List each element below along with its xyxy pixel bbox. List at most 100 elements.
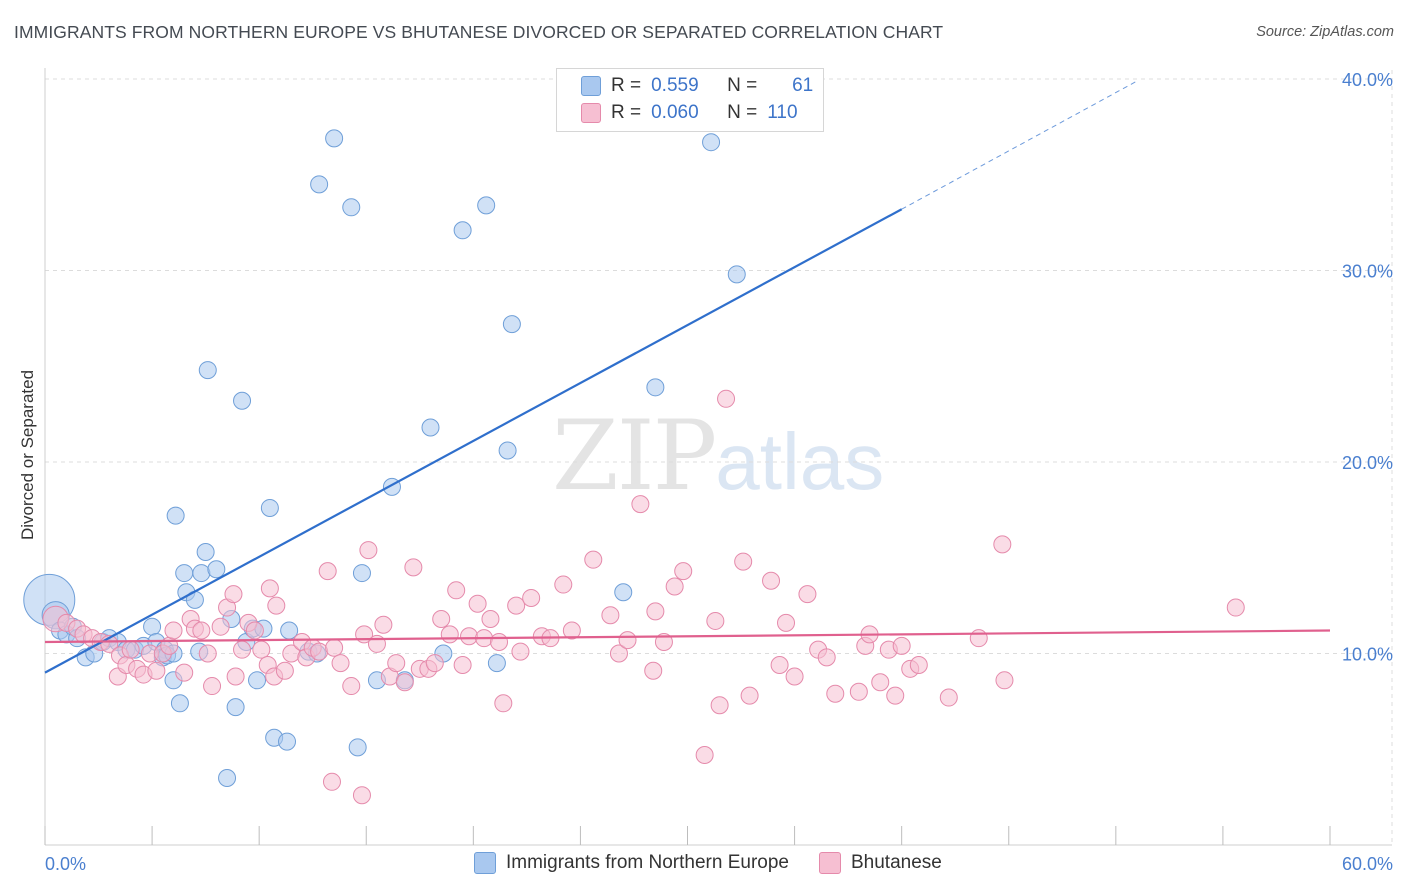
point-bhutanese — [352, 786, 371, 805]
point-bhutanese — [554, 575, 573, 594]
point-bhutanese — [494, 694, 513, 713]
point-northern-europe — [233, 391, 252, 410]
point-northern-europe — [143, 617, 162, 636]
point-bhutanese — [260, 579, 279, 598]
point-bhutanese — [609, 644, 628, 663]
point-bhutanese — [245, 621, 264, 640]
r-value: 0.559 — [651, 75, 699, 96]
point-northern-europe — [614, 583, 633, 602]
point-bhutanese — [164, 621, 183, 640]
y-tick-label: 10.0% — [1342, 645, 1393, 665]
point-northern-europe — [342, 198, 361, 217]
point-northern-europe — [727, 265, 746, 284]
point-bhutanese — [969, 629, 988, 648]
grid-layer — [45, 70, 1393, 845]
point-bhutanese — [507, 596, 526, 615]
point-bhutanese — [740, 686, 759, 705]
point-bhutanese — [252, 640, 271, 659]
point-northern-europe — [192, 564, 211, 583]
y-axis-label: Divorced or Separated — [18, 370, 37, 540]
point-bhutanese — [192, 621, 211, 640]
point-bhutanese — [785, 667, 804, 686]
point-bhutanese — [939, 688, 958, 707]
legend-item-bhutanese[interactable]: Bhutanese — [819, 852, 942, 874]
legend-swatch-bhutanese — [819, 852, 841, 874]
point-bhutanese — [909, 655, 928, 674]
point-bhutanese — [695, 745, 714, 764]
point-northern-europe — [218, 768, 237, 787]
point-bhutanese — [631, 495, 650, 514]
r-label: R = — [611, 102, 642, 123]
legend-swatch-northern-europe — [581, 76, 601, 96]
point-bhutanese — [425, 654, 444, 673]
watermark-zip: ZIP — [552, 400, 717, 512]
point-bhutanese — [121, 640, 140, 659]
point-bhutanese — [618, 631, 637, 650]
point-bhutanese — [646, 602, 665, 621]
point-bhutanese — [654, 633, 673, 652]
y-tick-label: 30.0% — [1342, 262, 1393, 282]
point-bhutanese — [374, 615, 393, 634]
point-northern-europe — [278, 732, 297, 751]
point-bhutanese — [481, 610, 500, 629]
y-tick-label: 40.0% — [1342, 70, 1393, 90]
point-bhutanese — [318, 562, 337, 581]
point-northern-europe — [207, 560, 226, 579]
point-northern-europe — [352, 564, 371, 583]
x-tick-label: 0.0% — [45, 854, 86, 874]
legend-item-northern-europe[interactable]: Immigrants from Northern Europe — [474, 852, 789, 874]
point-bhutanese — [995, 671, 1014, 690]
point-northern-europe — [310, 175, 329, 194]
point-bhutanese — [490, 633, 509, 652]
point-bhutanese — [734, 552, 753, 571]
point-bhutanese — [359, 541, 378, 560]
point-bhutanese — [447, 581, 466, 600]
point-bhutanese — [468, 594, 487, 613]
label-layer: 10.0% 20.0% 30.0% 40.0% 0.0% 60.0% Divorced or… — [18, 70, 1393, 874]
legend-label-northern-europe: Immigrants from Northern Europe — [506, 852, 789, 873]
n-label: N = — [727, 102, 758, 123]
legend-row-bhutanese: R = 0.060 N = 110 — [581, 101, 813, 125]
point-bhutanese — [762, 571, 781, 590]
point-bhutanese — [826, 684, 845, 703]
point-northern-europe — [260, 498, 279, 517]
point-bhutanese — [226, 667, 245, 686]
point-bhutanese — [817, 648, 836, 667]
point-bhutanese — [460, 627, 479, 646]
point-northern-europe — [477, 196, 496, 215]
point-northern-europe — [248, 671, 267, 690]
legend-row-northern-europe: R = 0.559 N = 61 — [581, 74, 813, 98]
point-bhutanese — [706, 611, 725, 630]
point-bhutanese — [404, 558, 423, 577]
point-northern-europe — [175, 564, 194, 583]
points-layer — [23, 129, 1245, 805]
point-bhutanese — [322, 772, 341, 791]
trend-layer — [44, 80, 1331, 674]
r-value: 0.060 — [651, 102, 699, 123]
n-label: N = — [727, 75, 758, 96]
point-northern-europe — [487, 654, 506, 673]
point-northern-europe — [166, 506, 185, 525]
point-northern-europe — [702, 133, 721, 152]
point-bhutanese — [584, 550, 603, 569]
point-bhutanese — [770, 655, 789, 674]
point-bhutanese — [395, 673, 414, 692]
point-northern-europe — [498, 441, 517, 460]
chart-title: IMMIGRANTS FROM NORTHERN EUROPE VS BHUTA… — [14, 22, 944, 42]
n-value: 110 — [767, 102, 798, 123]
axis-layer — [44, 68, 1392, 846]
point-bhutanese — [387, 654, 406, 673]
point-bhutanese — [522, 588, 541, 607]
point-bhutanese — [453, 655, 472, 674]
point-bhutanese — [267, 596, 286, 615]
r-label: R = — [611, 75, 642, 96]
point-northern-europe — [170, 694, 189, 713]
point-northern-europe — [348, 738, 367, 757]
correlation-legend: R = 0.559 N = 61 R = 0.060 N = 110 — [556, 68, 824, 132]
point-bhutanese — [562, 621, 581, 640]
point-bhutanese — [993, 535, 1012, 554]
source-label: Source: ZipAtlas.com — [1256, 24, 1394, 40]
trend-line-northern-europe — [44, 208, 903, 674]
point-bhutanese — [710, 696, 729, 715]
